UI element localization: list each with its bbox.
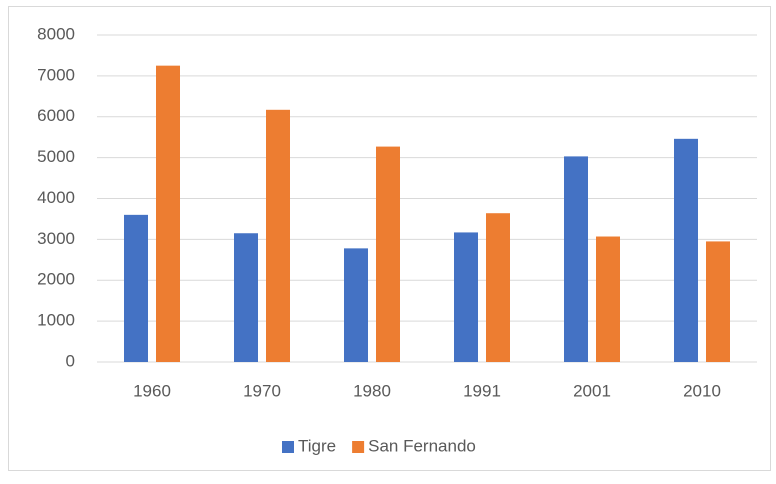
legend-label: San Fernando [368,436,476,455]
x-tick-label: 1960 [133,381,171,400]
legend-label: Tigre [298,436,336,455]
y-tick-label: 5000 [37,147,75,166]
bar [234,233,258,362]
x-tick-label: 1980 [353,381,391,400]
y-tick-label: 6000 [37,106,75,125]
x-tick-label: 2001 [573,381,611,400]
legend-swatch [282,441,294,453]
bar [706,241,730,362]
y-tick-label: 7000 [37,65,75,84]
y-tick-label: 2000 [37,270,75,289]
bar [486,213,510,362]
legend-swatch [352,441,365,453]
x-tick-label: 1991 [463,381,501,400]
bar [674,138,698,362]
bar [156,65,180,362]
y-tick-label: 0 [66,351,75,370]
x-tick-label: 2010 [683,381,721,400]
y-tick-label: 4000 [37,188,75,207]
y-tick-label: 3000 [37,229,75,248]
bar [124,214,148,362]
y-tick-label: 8000 [37,24,75,43]
bar [344,248,368,362]
y-tick-label: 1000 [37,311,75,330]
bar [454,232,478,362]
x-tick-label: 1970 [243,381,281,400]
bar [266,109,290,363]
bar [596,236,620,362]
bar [376,146,400,362]
bar [564,156,588,362]
